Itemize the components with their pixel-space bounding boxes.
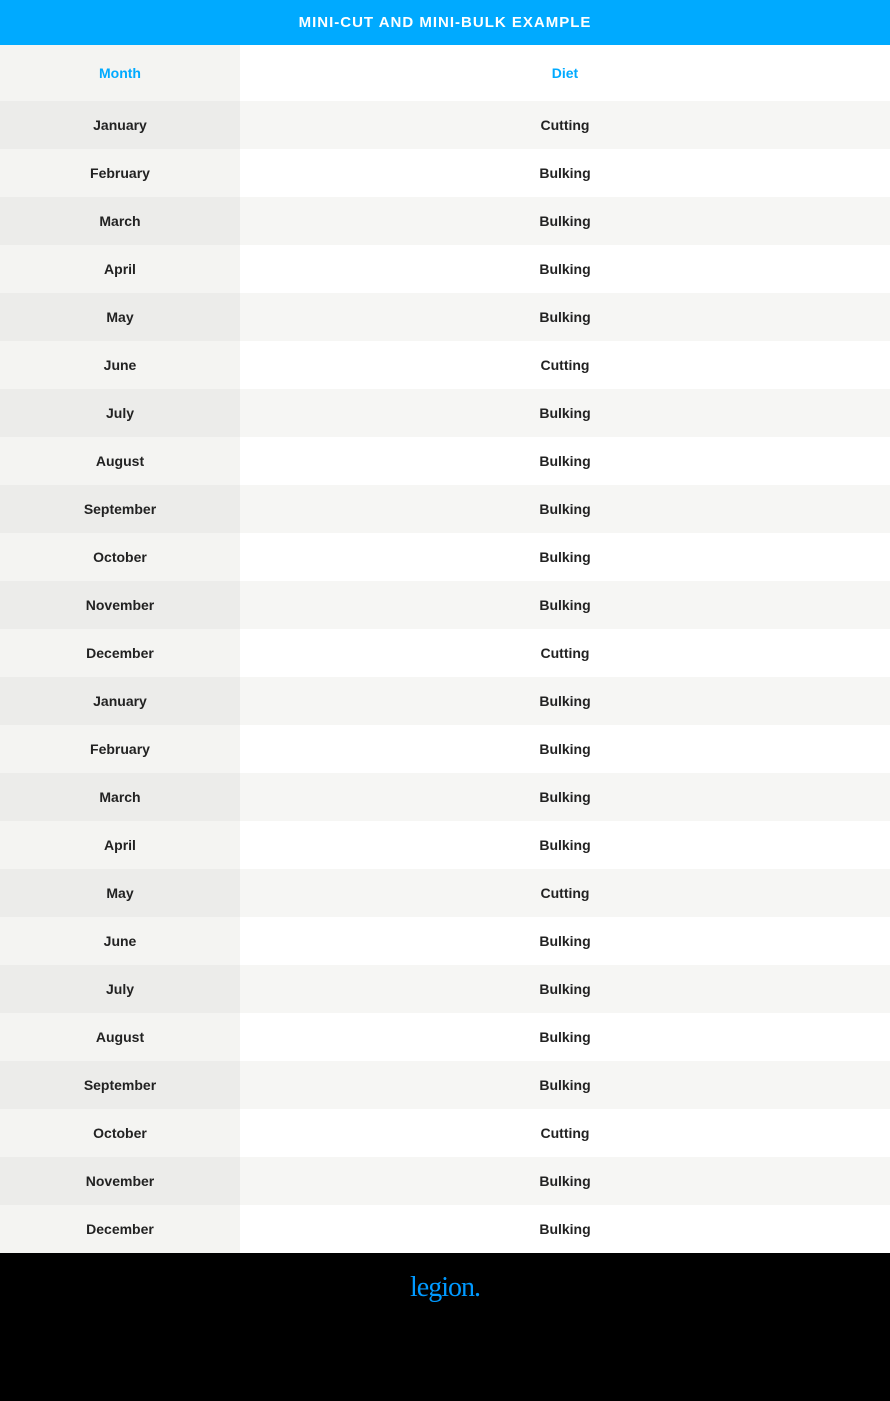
cell-month: September	[0, 485, 240, 533]
cell-month: July	[0, 389, 240, 437]
cell-diet: Bulking	[240, 1157, 890, 1205]
cell-diet: Cutting	[240, 101, 890, 149]
cell-month: May	[0, 869, 240, 917]
table-row: SeptemberBulking	[0, 485, 890, 533]
cell-diet: Cutting	[240, 869, 890, 917]
cell-diet: Bulking	[240, 245, 890, 293]
cell-diet: Bulking	[240, 197, 890, 245]
table-row: AprilBulking	[0, 821, 890, 869]
cell-diet: Bulking	[240, 149, 890, 197]
cell-month: August	[0, 437, 240, 485]
cell-month: July	[0, 965, 240, 1013]
table-row: JanuaryCutting	[0, 101, 890, 149]
table-row: JanuaryBulking	[0, 677, 890, 725]
cell-month: September	[0, 1061, 240, 1109]
cell-month: April	[0, 821, 240, 869]
cell-month: February	[0, 149, 240, 197]
cell-diet: Bulking	[240, 293, 890, 341]
cell-month: December	[0, 629, 240, 677]
cell-month: January	[0, 677, 240, 725]
table-header-row: Month Diet	[0, 45, 890, 101]
cell-month: February	[0, 725, 240, 773]
cell-diet: Bulking	[240, 677, 890, 725]
cell-month: October	[0, 1109, 240, 1157]
table-row: MarchBulking	[0, 197, 890, 245]
cell-diet: Cutting	[240, 341, 890, 389]
cell-month: December	[0, 1205, 240, 1253]
table-row: SeptemberBulking	[0, 1061, 890, 1109]
column-header-diet: Diet	[240, 45, 890, 101]
diet-table: MINI-CUT AND MINI-BULK EXAMPLE Month Die…	[0, 0, 890, 1253]
cell-diet: Bulking	[240, 389, 890, 437]
table-row: DecemberBulking	[0, 1205, 890, 1253]
cell-diet: Bulking	[240, 581, 890, 629]
table-row: JuneBulking	[0, 917, 890, 965]
table-row: MayBulking	[0, 293, 890, 341]
brand-logo: legion.	[410, 1272, 480, 1304]
table-row: DecemberCutting	[0, 629, 890, 677]
cell-diet: Bulking	[240, 1061, 890, 1109]
cell-month: June	[0, 341, 240, 389]
cell-diet: Cutting	[240, 1109, 890, 1157]
cell-diet: Bulking	[240, 533, 890, 581]
cell-diet: Bulking	[240, 1205, 890, 1253]
table-row: AugustBulking	[0, 1013, 890, 1061]
table-row: OctoberCutting	[0, 1109, 890, 1157]
table-row: JulyBulking	[0, 389, 890, 437]
cell-month: April	[0, 245, 240, 293]
table-title: MINI-CUT AND MINI-BULK EXAMPLE	[0, 0, 890, 45]
cell-month: November	[0, 1157, 240, 1205]
cell-month: March	[0, 773, 240, 821]
cell-month: June	[0, 917, 240, 965]
cell-month: January	[0, 101, 240, 149]
table-row: MayCutting	[0, 869, 890, 917]
cell-diet: Bulking	[240, 821, 890, 869]
cell-diet: Bulking	[240, 1013, 890, 1061]
cell-diet: Bulking	[240, 773, 890, 821]
table-row: NovemberBulking	[0, 1157, 890, 1205]
table-row: OctoberBulking	[0, 533, 890, 581]
table-row: AprilBulking	[0, 245, 890, 293]
table-row: MarchBulking	[0, 773, 890, 821]
table-row: JuneCutting	[0, 341, 890, 389]
cell-diet: Bulking	[240, 965, 890, 1013]
cell-diet: Bulking	[240, 917, 890, 965]
cell-month: August	[0, 1013, 240, 1061]
cell-diet: Bulking	[240, 437, 890, 485]
table-row: NovemberBulking	[0, 581, 890, 629]
cell-diet: Bulking	[240, 485, 890, 533]
cell-diet: Cutting	[240, 629, 890, 677]
table-row: FebruaryBulking	[0, 725, 890, 773]
column-header-month: Month	[0, 45, 240, 101]
table-body: JanuaryCuttingFebruaryBulkingMarchBulkin…	[0, 101, 890, 1253]
footer: legion.	[0, 1253, 890, 1323]
cell-month: November	[0, 581, 240, 629]
cell-month: March	[0, 197, 240, 245]
cell-diet: Bulking	[240, 725, 890, 773]
table-row: FebruaryBulking	[0, 149, 890, 197]
cell-month: May	[0, 293, 240, 341]
table-row: AugustBulking	[0, 437, 890, 485]
cell-month: October	[0, 533, 240, 581]
table-row: JulyBulking	[0, 965, 890, 1013]
